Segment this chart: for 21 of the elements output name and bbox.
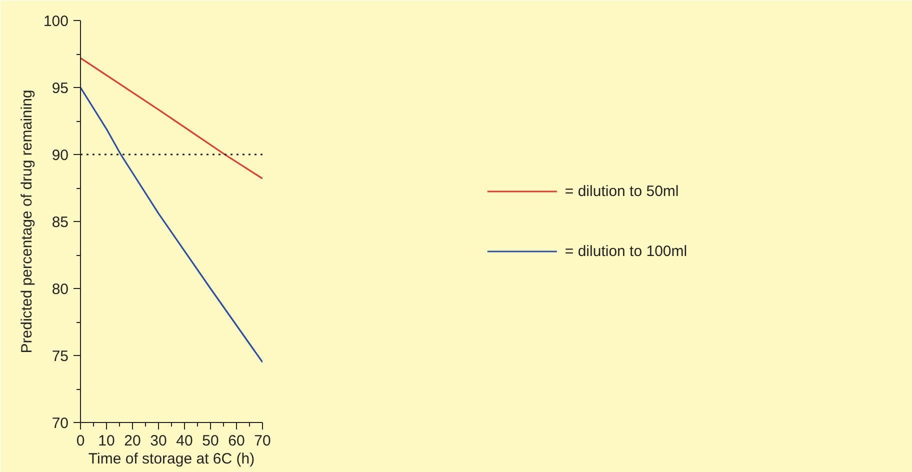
y-axis-title: Predicted percentage of drug remaining bbox=[18, 90, 36, 354]
x-tick-label: 70 bbox=[254, 432, 271, 450]
legend-label: = dilution to 50ml bbox=[564, 182, 679, 200]
y-tick-label: 85 bbox=[52, 214, 69, 231]
legend-label: = dilution to 100ml bbox=[564, 242, 688, 260]
x-tick-label: 0 bbox=[76, 432, 85, 450]
y-tick-label: 80 bbox=[52, 281, 69, 298]
x-tick-label: 30 bbox=[150, 432, 167, 450]
y-tick-label: 90 bbox=[52, 147, 69, 164]
y-tick-label: 100 bbox=[43, 13, 69, 30]
x-tick-label: 20 bbox=[124, 432, 141, 450]
x-tick-label: 60 bbox=[228, 432, 245, 450]
line-series bbox=[80, 57, 262, 180]
y-tick-label: 70 bbox=[52, 415, 69, 432]
x-axis-title: Time of storage at 6C (h) bbox=[88, 450, 255, 468]
x-tick-label: 50 bbox=[202, 432, 219, 450]
x-tick-label: 10 bbox=[98, 432, 115, 450]
y-tick-label: 75 bbox=[52, 348, 69, 365]
x-tick-label: 40 bbox=[176, 432, 193, 450]
y-tick-label: 95 bbox=[52, 80, 69, 97]
line-series bbox=[80, 86, 262, 363]
